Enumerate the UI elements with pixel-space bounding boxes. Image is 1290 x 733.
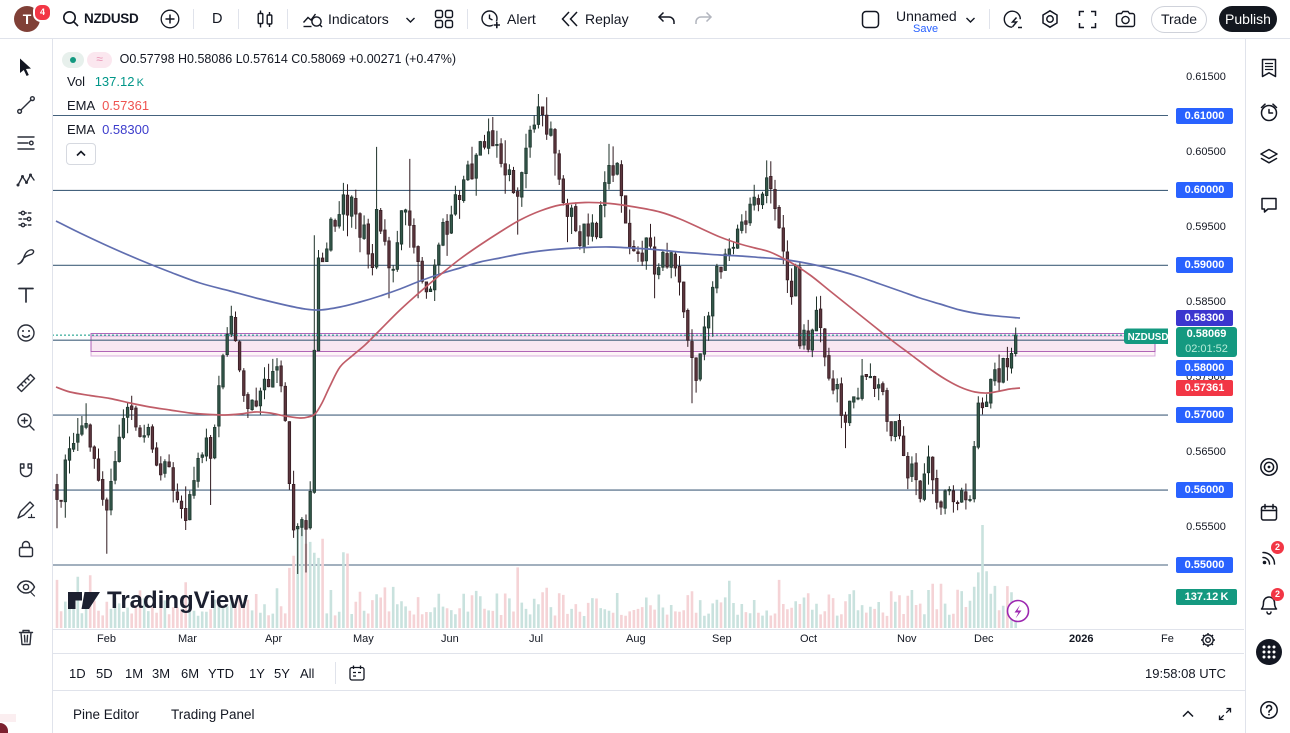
svg-text:NZDUSD: NZDUSD [1128, 332, 1168, 343]
svg-text:TradingView: TradingView [107, 587, 248, 614]
